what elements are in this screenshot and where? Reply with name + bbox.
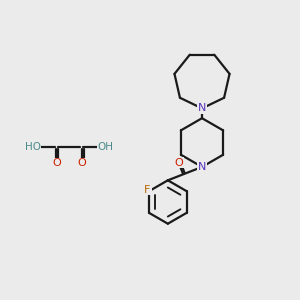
Text: O: O [52,158,61,168]
Text: HO: HO [25,142,40,152]
Text: O: O [77,158,86,168]
Text: O: O [174,158,183,168]
Text: N: N [198,162,206,172]
Text: N: N [198,103,206,113]
Text: F: F [144,185,151,195]
Text: OH: OH [98,142,113,152]
